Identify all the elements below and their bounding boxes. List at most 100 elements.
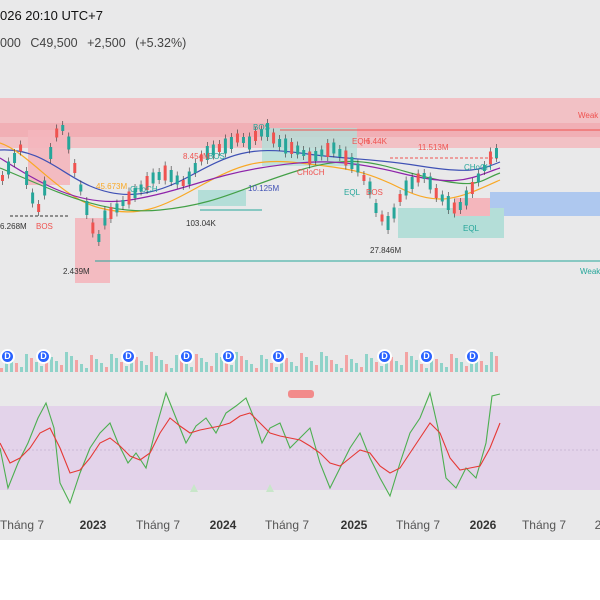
volume-bar	[355, 363, 358, 372]
volume-bar	[325, 356, 328, 372]
volume-bar	[495, 356, 498, 372]
rsi-pane[interactable]	[0, 388, 600, 508]
volume-bar	[40, 366, 43, 372]
candle-body	[79, 184, 83, 192]
eqh-label-1: EQH	[352, 137, 370, 146]
volume-bar	[70, 356, 73, 372]
dividend-icon[interactable]: D	[121, 349, 136, 364]
volume-bar	[210, 366, 213, 372]
candle-body	[61, 125, 65, 131]
volume-bar	[225, 361, 228, 372]
volume-bar	[270, 363, 273, 372]
blank-area	[0, 540, 600, 600]
volume-bar	[230, 365, 233, 372]
candle-body	[362, 175, 366, 181]
dividend-icon[interactable]: D	[377, 349, 392, 364]
dividend-icon[interactable]: D	[221, 349, 236, 364]
candle-body	[374, 203, 378, 213]
volume-bar	[100, 363, 103, 372]
time-axis-label: 2	[594, 518, 600, 532]
volume-bar	[165, 364, 168, 372]
candle-body	[272, 132, 276, 144]
vol-label-2: 2.439M	[63, 267, 90, 276]
volume-bar	[195, 354, 198, 372]
volume-bar	[30, 358, 33, 372]
candle-body	[91, 222, 95, 234]
candle-body	[440, 194, 444, 202]
candle-body	[296, 145, 300, 155]
candle-body	[25, 171, 29, 185]
volume-bar	[115, 358, 118, 372]
eql-label-2: EQL	[463, 224, 480, 233]
volume-bar	[175, 355, 178, 372]
volume-bar	[75, 360, 78, 372]
volume-bar	[185, 363, 188, 372]
dividend-icon[interactable]: D	[465, 349, 480, 364]
volume-bar	[265, 359, 268, 372]
time-axis-label: Tháng 7	[395, 518, 441, 532]
choch-label-3: CHoCH	[464, 163, 492, 172]
price-row: 000 C49,500 +2,500 (+5.32%)	[0, 36, 192, 50]
volume-bar	[125, 366, 128, 372]
volume-bar	[240, 356, 243, 372]
ma-green	[0, 160, 501, 212]
weak-high-label: Weak H	[578, 111, 600, 120]
time-axis-label: 2025	[340, 518, 368, 532]
volume-bar	[435, 359, 438, 372]
candle-body	[121, 200, 125, 206]
volume-bar	[275, 367, 278, 372]
candle-body	[398, 194, 402, 202]
candle-body	[37, 204, 41, 212]
rsi-green-line	[0, 391, 501, 505]
candle-body	[145, 176, 149, 190]
dividend-icon[interactable]: D	[36, 349, 51, 364]
volume-bar	[235, 352, 238, 372]
bos-label-3: BOS	[253, 123, 270, 132]
volume-bar	[65, 352, 68, 372]
vol-label-4: 8.454M	[183, 152, 210, 161]
volume-bar	[120, 362, 123, 372]
volume-bar	[475, 357, 478, 372]
dividend-icon[interactable]: D	[271, 349, 286, 364]
volume-bar	[220, 357, 223, 372]
candle-body	[410, 177, 414, 189]
dividend-icon[interactable]: D	[0, 349, 15, 364]
volume-bar	[445, 367, 448, 372]
candle-body	[470, 182, 474, 194]
volume-bar	[395, 361, 398, 372]
dividend-icon[interactable]: D	[419, 349, 434, 364]
time-axis-label: 2023	[79, 518, 107, 532]
vol-label-8: 11.513M	[418, 143, 449, 152]
choch-label-1: CHoCH	[130, 185, 158, 194]
candle-body	[356, 163, 360, 173]
candle-body	[247, 136, 251, 150]
ma-purple	[0, 157, 501, 203]
eql-label-1: EQL	[344, 188, 361, 197]
volume-bar	[245, 360, 248, 372]
candle-body	[7, 161, 11, 175]
volume-bar	[420, 364, 423, 372]
candle-body	[326, 143, 330, 157]
chart-area[interactable]: Weak H Weak BOS BOS BOS BOS CHoCH CHoCH …	[0, 0, 600, 540]
candle-body	[241, 137, 245, 143]
volume-bar	[200, 358, 203, 372]
dividend-icon[interactable]: D	[179, 349, 194, 364]
main-price-pane[interactable]: Weak H Weak BOS BOS BOS BOS CHoCH CHoCH …	[0, 58, 600, 508]
volume-bar	[150, 352, 153, 372]
candle-body	[458, 202, 462, 210]
time-axis[interactable]: Tháng 7 2023 Tháng 7 2024 Tháng 7 2025 Tháng 7…	[0, 508, 600, 540]
candle-body	[235, 133, 239, 143]
vol-label-5: 103.04K	[186, 219, 216, 228]
candle-body	[169, 170, 173, 182]
candle-body	[320, 149, 324, 157]
candle-body	[428, 176, 432, 190]
bos-label-2: BOS	[208, 152, 225, 161]
candle-body	[416, 173, 420, 183]
volume-bar	[315, 365, 318, 372]
rsi-band	[0, 406, 600, 490]
volume-bar	[205, 362, 208, 372]
volume-bar	[300, 353, 303, 372]
candle-body	[205, 146, 209, 160]
candle-body	[332, 142, 336, 154]
candle-body	[266, 123, 270, 137]
